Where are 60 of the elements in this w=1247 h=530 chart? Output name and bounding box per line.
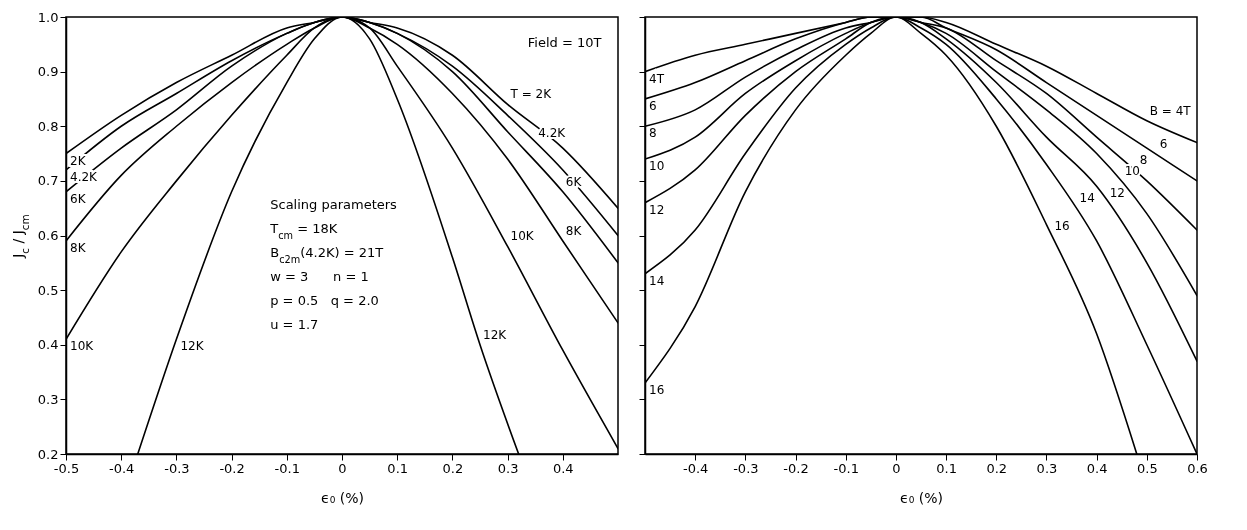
series-label: 4T (649, 71, 665, 86)
x-tick-label: -0.4 (682, 460, 709, 476)
series-label: 16 (649, 382, 665, 397)
y-tick-label: 0.4 (37, 337, 59, 353)
series-label: 6K (70, 191, 87, 206)
annotation: 12 (1109, 185, 1125, 200)
x-tick-label: 0.1 (936, 460, 957, 476)
annotation: u = 1.7 (270, 316, 319, 332)
series-label: 6 (649, 98, 657, 113)
x-tick-label: 0.4 (1086, 460, 1108, 476)
x-tick-label: 0 (892, 460, 901, 476)
x-tick-label: 0 (338, 460, 347, 476)
y-tick-label: 0.6 (37, 228, 59, 243)
y-tick-label: 0.9 (37, 64, 59, 80)
series-label: 14 (649, 273, 665, 288)
annotation: B$_{c2m}$(4.2K) = 21T (270, 244, 384, 265)
x-axis-title: ϵ₀ (%) (900, 489, 943, 506)
y-tick-label: 0.7 (37, 173, 59, 189)
annotation: Field = 10T (527, 35, 602, 51)
x-tick-label: 0.2 (986, 460, 1008, 476)
x-tick-label: 0.2 (442, 460, 464, 476)
series-label: 12 (649, 202, 665, 217)
annotation: 8 (1139, 152, 1148, 167)
annotation: 16 (1054, 218, 1070, 233)
y-tick-label: 0.5 (37, 282, 59, 298)
series-label: 12K (180, 339, 205, 354)
annotation: T = 2K (509, 87, 553, 102)
x-tick-label: -0.2 (783, 460, 809, 476)
series-label: 8 (649, 126, 657, 141)
annotation: B = 4T (1149, 103, 1192, 118)
x-tick-label: -0.1 (833, 460, 859, 476)
annotation: 10K (510, 229, 535, 244)
x-tick-label: -0.3 (733, 460, 759, 476)
y-tick-label: 1.0 (37, 9, 59, 25)
y-tick-label: 0.3 (37, 391, 59, 407)
annotation: T$_{cm}$ = 18K (269, 220, 338, 241)
x-axis-title: ϵ₀ (%) (321, 489, 364, 506)
annotation: w = 3 n = 1 (270, 268, 369, 284)
series-label: 8K (70, 240, 87, 255)
series-label: 10K (70, 339, 95, 354)
x-tick-label: -0.1 (274, 460, 300, 476)
x-tick-label: -0.3 (164, 460, 190, 476)
y-tick-label: 0.2 (37, 446, 59, 462)
annotation: Scaling parameters (270, 196, 398, 212)
y-tick-label: 0.8 (37, 118, 59, 134)
annotation: 12K (483, 327, 508, 342)
x-tick-label: 0.4 (552, 460, 574, 476)
annotation: 14 (1079, 191, 1095, 206)
x-tick-label: 0.1 (387, 460, 409, 476)
x-tick-label: 0.3 (1036, 460, 1058, 476)
x-tick-label: -0.4 (109, 460, 135, 476)
x-tick-label: -0.2 (219, 460, 245, 476)
x-tick-label: -0.5 (53, 460, 80, 476)
series-label: 10 (649, 159, 665, 174)
x-tick-label: 0.3 (497, 460, 519, 476)
x-tick-label: 0.6 (1187, 460, 1208, 476)
annotation: 8K (565, 223, 583, 238)
annotation: 6 (1159, 136, 1168, 151)
annotation: p = 0.5 q = 2.0 (270, 292, 379, 308)
x-tick-label: 0.5 (1136, 460, 1158, 476)
